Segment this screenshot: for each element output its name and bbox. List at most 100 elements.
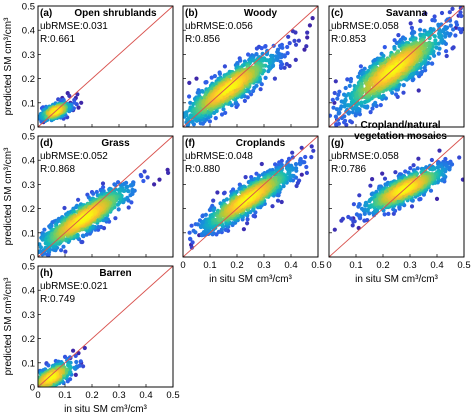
data-point xyxy=(188,236,193,241)
x-tick-label: 0 xyxy=(326,260,331,271)
data-point xyxy=(293,162,299,167)
data-point xyxy=(447,167,452,172)
data-point xyxy=(212,74,217,79)
data-point xyxy=(418,27,423,32)
ubrmse-value: ubRMSE:0.056 xyxy=(185,21,253,32)
y-tick-label: 0.1 xyxy=(22,228,35,239)
data-point xyxy=(266,64,272,69)
data-point xyxy=(241,227,246,232)
data-point xyxy=(72,100,77,105)
data-point xyxy=(458,29,464,35)
panel-letter: (f) xyxy=(185,138,195,149)
x-tick-label: 0.4 xyxy=(284,260,297,271)
data-point xyxy=(279,199,284,205)
data-point xyxy=(370,106,375,111)
data-point xyxy=(126,205,131,210)
data-point xyxy=(282,65,287,70)
data-point xyxy=(90,224,95,229)
x-axis-label: in situ SM cm³/cm³ xyxy=(64,404,147,415)
data-point xyxy=(411,163,416,168)
panel-title: Croplands xyxy=(236,138,286,149)
data-point xyxy=(68,377,73,382)
data-point xyxy=(152,182,157,187)
data-point xyxy=(62,354,68,359)
data-point xyxy=(382,45,387,50)
data-point xyxy=(432,34,437,39)
y-axis-label: predicted SM cm³/cm³ xyxy=(3,147,14,245)
data-point xyxy=(145,175,150,180)
data-point xyxy=(284,62,289,67)
data-point xyxy=(342,104,347,109)
data-point xyxy=(418,18,423,24)
data-point xyxy=(303,154,308,160)
data-point xyxy=(380,171,385,176)
data-point xyxy=(457,12,463,18)
data-point xyxy=(286,171,291,176)
x-tick-label: 0.4 xyxy=(139,390,152,401)
data-point xyxy=(84,232,89,237)
data-point xyxy=(422,65,427,70)
data-point xyxy=(357,193,362,198)
axes-frame xyxy=(37,265,174,388)
data-point xyxy=(386,211,391,216)
data-point xyxy=(362,66,367,71)
data-point xyxy=(204,80,209,85)
x-tick-label: 0 xyxy=(180,260,185,271)
r-value: R:0.868 xyxy=(40,164,75,175)
data-point xyxy=(432,18,437,23)
ubrmse-value: ubRMSE:0.058 xyxy=(331,151,399,162)
data-point xyxy=(347,83,352,88)
y-tick-label: 0.5 xyxy=(22,262,35,273)
data-point xyxy=(124,184,129,190)
x-axis-label: in situ SM cm³/cm³ xyxy=(209,274,292,285)
data-point xyxy=(223,110,228,115)
data-point xyxy=(365,207,370,212)
data-point xyxy=(242,98,247,103)
y-tick-label: 0 xyxy=(30,123,35,134)
data-point xyxy=(129,200,134,205)
data-point xyxy=(272,76,277,81)
data-point xyxy=(451,27,456,32)
data-point xyxy=(75,92,80,97)
data-point xyxy=(142,169,147,174)
data-point xyxy=(331,105,336,110)
data-point xyxy=(266,69,271,74)
data-point xyxy=(74,205,79,210)
data-point xyxy=(73,372,78,377)
data-point xyxy=(278,59,283,64)
data-point xyxy=(354,212,359,217)
data-point xyxy=(409,72,414,77)
data-point xyxy=(117,200,122,205)
r-value: R:0.786 xyxy=(331,164,366,175)
data-point xyxy=(444,49,449,54)
r-value: R:0.749 xyxy=(40,294,75,305)
panel-title: Savanna xyxy=(386,8,428,19)
data-point xyxy=(190,119,195,124)
data-point xyxy=(245,217,250,222)
data-point xyxy=(412,30,417,35)
panel-letter: (c) xyxy=(331,8,343,19)
data-point xyxy=(434,196,440,201)
data-point xyxy=(349,216,354,221)
data-point xyxy=(79,239,84,245)
data-point xyxy=(91,191,96,196)
data-point xyxy=(423,11,428,16)
data-point xyxy=(437,148,442,153)
data-point xyxy=(108,197,114,202)
y-tick-label: 0.2 xyxy=(22,334,35,345)
ubrmse-value: ubRMSE:0.031 xyxy=(40,21,108,32)
data-point xyxy=(457,26,462,31)
data-point xyxy=(332,90,337,96)
data-point xyxy=(219,112,225,117)
data-point xyxy=(215,190,220,195)
data-point xyxy=(38,245,44,250)
data-point xyxy=(76,105,81,110)
data-point xyxy=(433,38,438,43)
x-tick-label: 0.1 xyxy=(58,390,71,401)
data-point xyxy=(450,6,455,11)
data-point xyxy=(374,189,379,194)
data-point xyxy=(345,77,350,82)
data-point xyxy=(430,167,435,172)
data-point xyxy=(296,38,301,43)
